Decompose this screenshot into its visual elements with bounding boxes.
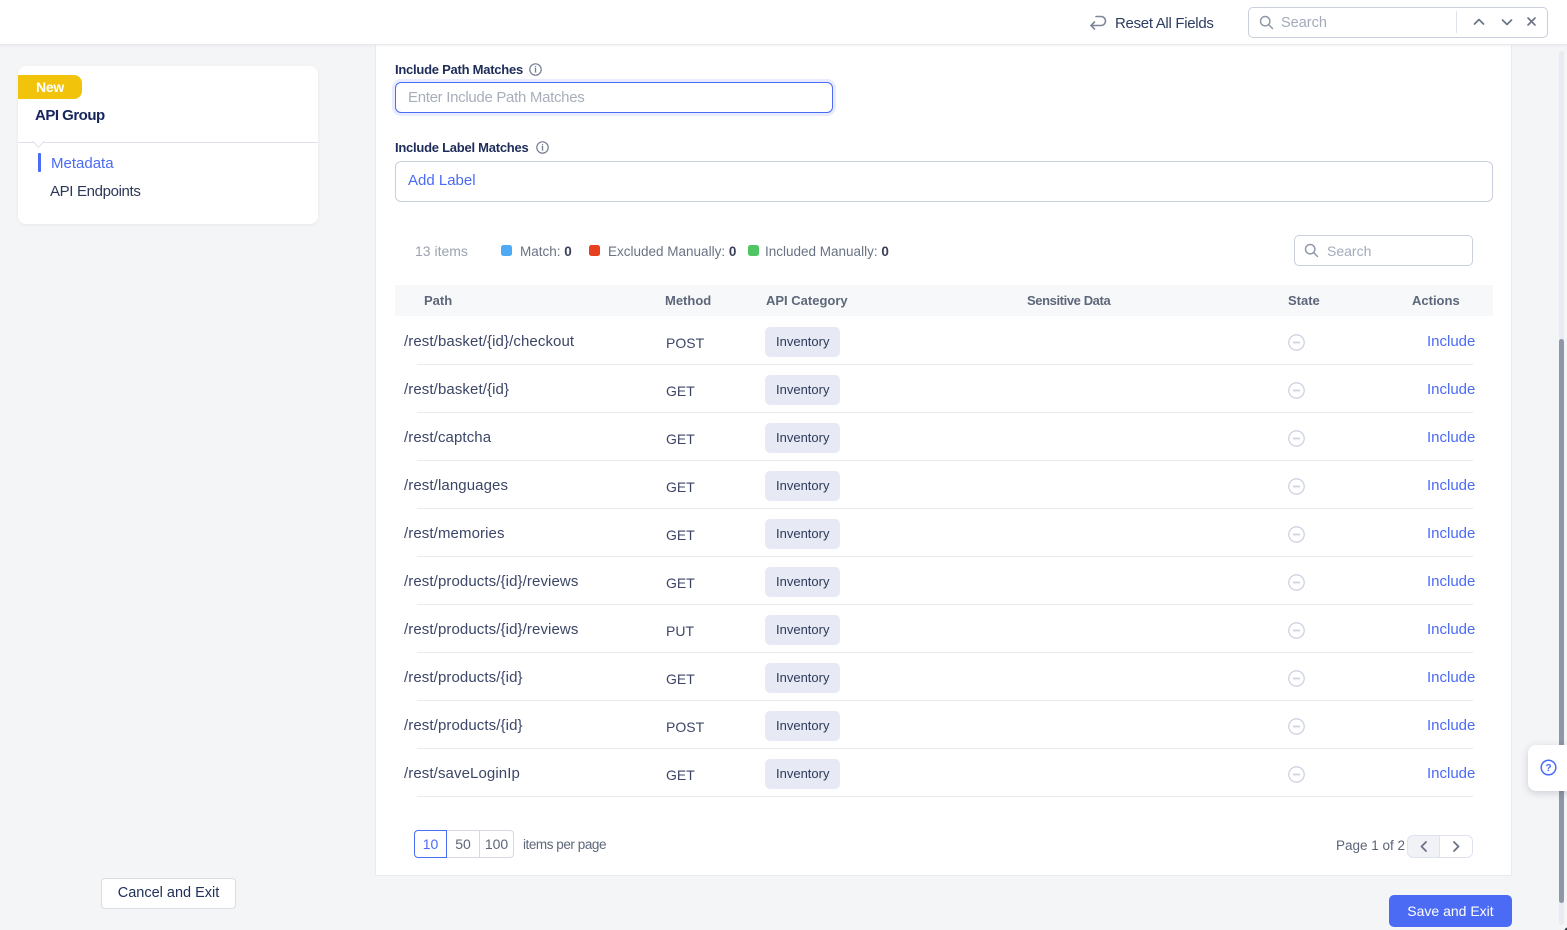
svg-text:i: i [534,65,537,75]
svg-text:?: ? [1545,763,1551,774]
svg-text:i: i [541,143,544,153]
